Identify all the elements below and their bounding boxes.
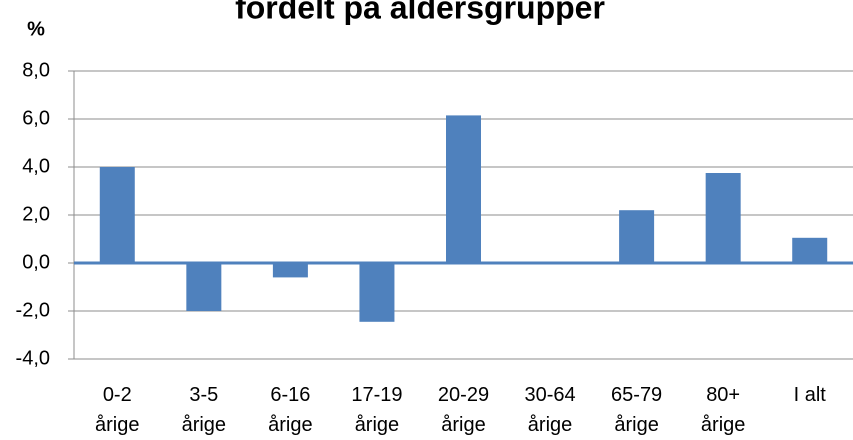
bar [272, 263, 308, 278]
x-tick-label: 80+ årige [700, 384, 746, 436]
y-tick-label: 6,0 [22, 107, 50, 129]
x-tick-label: I alt [793, 384, 826, 406]
x-tick-label: 0-2 årige [95, 384, 140, 436]
x-tick-label: 65-79 årige [611, 384, 663, 436]
bar [705, 173, 741, 263]
y-tick-label: 8,0 [22, 59, 50, 81]
x-tick-label: 17-19 årige [351, 384, 403, 436]
y-tick-label: -4,0 [16, 347, 50, 369]
bar [99, 167, 135, 263]
bar [446, 115, 481, 264]
x-tick-label: 30-64 årige [524, 384, 576, 436]
bar [619, 210, 655, 263]
y-tick-label: 4,0 [22, 155, 50, 177]
y-axis-label: % [27, 18, 45, 40]
y-tick-label: -2,0 [16, 299, 50, 321]
bar [359, 263, 395, 322]
bar [186, 263, 222, 311]
y-tick-label: 0,0 [22, 251, 50, 273]
chart-title: fordelt på aldersgrupper [235, 0, 605, 25]
x-tick-label: 3-5 årige [181, 384, 227, 436]
bar [792, 237, 828, 263]
x-tick-label: 6-16 årige [268, 384, 313, 436]
x-tick-label: 20-29 årige [437, 384, 490, 436]
y-tick-label: 2,0 [22, 203, 50, 225]
